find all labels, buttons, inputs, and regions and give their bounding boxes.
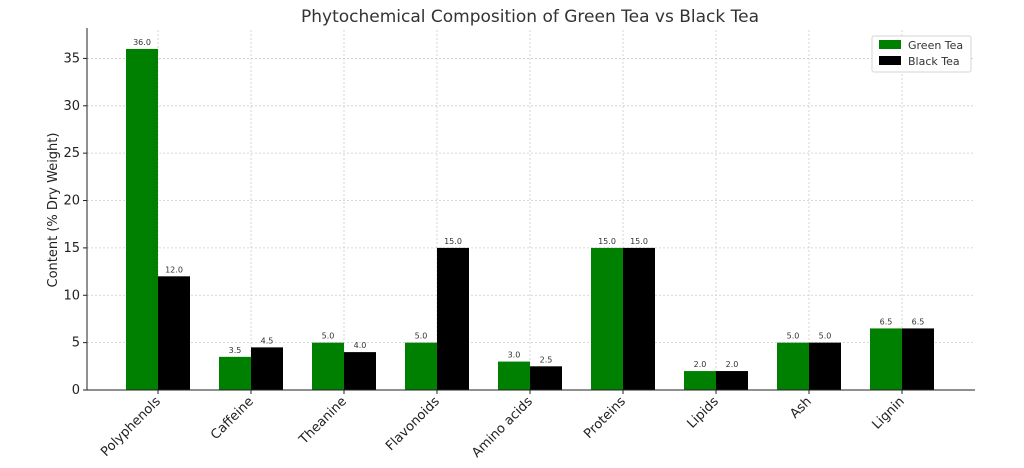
bar-value-label: 2.0	[726, 360, 739, 369]
y-tick-label: 5	[72, 336, 80, 351]
bar-value-label: 4.5	[261, 336, 274, 345]
bar-value-label: 4.0	[354, 341, 367, 350]
bars: 36.0 3.5 5.0 5.0 3.0 15.0 2.0 5.0 6.5 12.0 4.5 4.0 1…	[126, 38, 934, 391]
bar	[344, 352, 376, 390]
bar	[902, 328, 934, 390]
legend-swatch	[879, 56, 901, 65]
legend: Green Tea Black Tea	[871, 35, 972, 73]
y-tick-label: 10	[63, 288, 80, 303]
bar	[809, 342, 841, 390]
bar-value-label: 15.0	[444, 237, 462, 246]
bar-value-label: 3.5	[229, 346, 242, 355]
legend-label: Black Tea	[908, 55, 960, 68]
y-tick-label: 0	[72, 383, 80, 398]
y-tick-label: 35	[63, 51, 80, 66]
bar-value-label: 5.0	[819, 332, 832, 341]
bar	[870, 328, 902, 390]
y-axis-label: Content (% Dry Weight)	[46, 133, 61, 288]
bar	[158, 276, 190, 390]
bar	[591, 247, 623, 390]
bar	[623, 247, 655, 390]
bar	[437, 247, 469, 390]
bar	[312, 342, 344, 390]
y-tick-label: 25	[63, 146, 80, 161]
bar-value-label: 15.0	[630, 237, 648, 246]
bar-value-label: 5.0	[322, 332, 335, 341]
bar-value-label: 3.0	[508, 351, 521, 360]
bar-value-label: 12.0	[165, 265, 183, 274]
bar-value-label: 36.0	[133, 38, 151, 47]
bar-value-label: 15.0	[598, 237, 616, 246]
y-tick-label: 15	[63, 241, 80, 256]
legend-swatch	[879, 40, 901, 49]
bar	[251, 347, 283, 390]
y-tick-label: 30	[63, 99, 80, 114]
y-tick-label: 20	[63, 194, 80, 209]
bar	[498, 361, 530, 390]
bar-value-label: 6.5	[880, 317, 893, 326]
bar	[530, 366, 562, 390]
bar	[716, 371, 748, 390]
bar	[684, 371, 716, 390]
bar-value-label: 5.0	[787, 332, 800, 341]
chart-title: Phytochemical Composition of Green Tea v…	[301, 7, 759, 27]
bar	[219, 356, 251, 390]
bar-value-label: 2.5	[540, 355, 553, 364]
bar	[405, 342, 437, 390]
bar	[777, 342, 809, 390]
legend-label: Green Tea	[908, 39, 963, 52]
bar-value-label: 2.0	[694, 360, 707, 369]
bar	[126, 48, 158, 391]
bar-value-label: 6.5	[912, 317, 925, 326]
bar-value-label: 5.0	[415, 332, 428, 341]
